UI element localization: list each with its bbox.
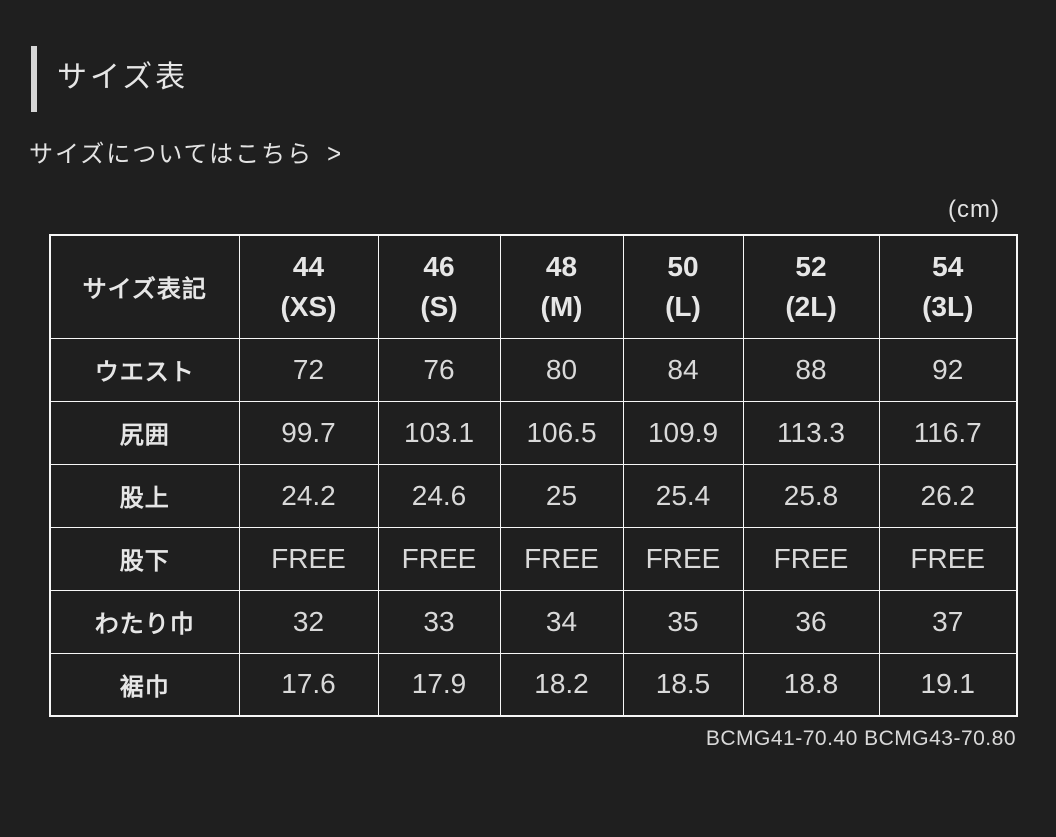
size-value-cell: FREE: [377, 526, 501, 591]
column-header-50: 50 (L): [622, 234, 744, 339]
size-info-link-label: サイズについてはこちら: [29, 141, 314, 168]
size-value-cell: 25.4: [622, 463, 744, 528]
size-value-cell: 80: [499, 337, 624, 402]
size-value-cell: FREE: [742, 526, 880, 591]
size-code: (M): [540, 290, 583, 322]
size-value-cell: 88: [742, 337, 880, 402]
size-value-cell: 18.5: [622, 652, 744, 717]
size-code: (L): [665, 290, 701, 322]
table-row-thigh-width: わたり巾 32 33 34 35 36 37: [49, 589, 1018, 654]
size-value-cell: 33: [377, 589, 501, 654]
size-number: 54: [932, 250, 964, 282]
size-code: (S): [420, 290, 458, 322]
size-value-cell: 18.8: [742, 652, 880, 717]
table-row-rise: 股上 24.2 24.6 25 25.4 25.8 26.2: [49, 463, 1018, 528]
size-value-cell: 109.9: [622, 400, 744, 465]
size-value-cell: 34: [499, 589, 624, 654]
size-value-cell: 24.2: [238, 463, 379, 528]
size-code: (3L): [922, 290, 974, 322]
size-number: 52: [795, 250, 827, 282]
row-label: 尻囲: [49, 400, 240, 465]
size-value-cell: 99.7: [238, 400, 379, 465]
size-table: サイズ表記 44 (XS) 46 (S) 48 (M) 50: [49, 234, 1018, 717]
size-value-cell: FREE: [238, 526, 379, 591]
size-value-cell: 116.7: [878, 400, 1018, 465]
size-info-link[interactable]: サイズについてはこちら >: [29, 139, 344, 170]
size-value-cell: 26.2: [878, 463, 1018, 528]
column-header-48: 48 (M): [499, 234, 624, 339]
column-header-52: 52 (2L): [742, 234, 880, 339]
row-label: 裾巾: [49, 652, 240, 717]
size-value-cell: 25.8: [742, 463, 880, 528]
size-value-cell: 24.6: [377, 463, 501, 528]
chevron-right-icon: >: [327, 139, 344, 170]
size-value-cell: FREE: [499, 526, 624, 591]
size-code: (2L): [785, 290, 837, 322]
table-row-hem-width: 裾巾 17.6 17.9 18.2 18.5 18.8 19.1: [49, 652, 1018, 717]
size-value-cell: 18.2: [499, 652, 624, 717]
column-header-46: 46 (S): [377, 234, 501, 339]
size-value-cell: 106.5: [499, 400, 624, 465]
row-label: わたり巾: [49, 589, 240, 654]
column-header-54: 54 (3L): [878, 234, 1018, 339]
size-value-cell: FREE: [622, 526, 744, 591]
size-number: 46: [423, 250, 455, 282]
size-value-cell: 92: [878, 337, 1018, 402]
size-number: 50: [667, 250, 699, 282]
size-value-cell: 36: [742, 589, 880, 654]
size-value-cell: 84: [622, 337, 744, 402]
row-label: 股上: [49, 463, 240, 528]
unit-label: (cm): [948, 196, 1000, 223]
table-row-inseam: 股下 FREE FREE FREE FREE FREE FREE: [49, 526, 1018, 591]
row-label: ウエスト: [49, 337, 240, 402]
table-header-row: サイズ表記 44 (XS) 46 (S) 48 (M) 50: [49, 234, 1018, 339]
size-number: 48: [545, 250, 578, 282]
table-row-hip: 尻囲 99.7 103.1 106.5 109.9 113.3 116.7: [49, 400, 1018, 465]
size-code: (XS): [280, 290, 337, 322]
size-value-cell: 113.3: [742, 400, 880, 465]
size-value-cell: 25: [499, 463, 624, 528]
column-header-44: 44 (XS): [238, 234, 379, 339]
size-value-cell: 17.6: [238, 652, 379, 717]
size-value-cell: 17.9: [377, 652, 501, 717]
table-row-waist: ウエスト 72 76 80 84 88 92: [49, 337, 1018, 402]
size-value-cell: 103.1: [377, 400, 501, 465]
size-table-container: サイズ表記 44 (XS) 46 (S) 48 (M) 50: [49, 234, 1018, 717]
size-value-cell: 76: [377, 337, 501, 402]
page-title: サイズ表: [57, 61, 189, 94]
row-label: 股下: [49, 526, 240, 591]
corner-header-size-label: サイズ表記: [49, 234, 240, 339]
size-value-cell: FREE: [878, 526, 1018, 591]
size-value-cell: 35: [622, 589, 744, 654]
size-value-cell: 37: [878, 589, 1018, 654]
size-value-cell: 19.1: [878, 652, 1018, 717]
size-value-cell: 72: [238, 337, 379, 402]
title-accent-bar: [31, 46, 37, 112]
size-number: 44: [292, 250, 325, 282]
product-codes: BCMG41-70.40 BCMG43-70.80: [705, 727, 1016, 750]
size-value-cell: 32: [238, 589, 379, 654]
